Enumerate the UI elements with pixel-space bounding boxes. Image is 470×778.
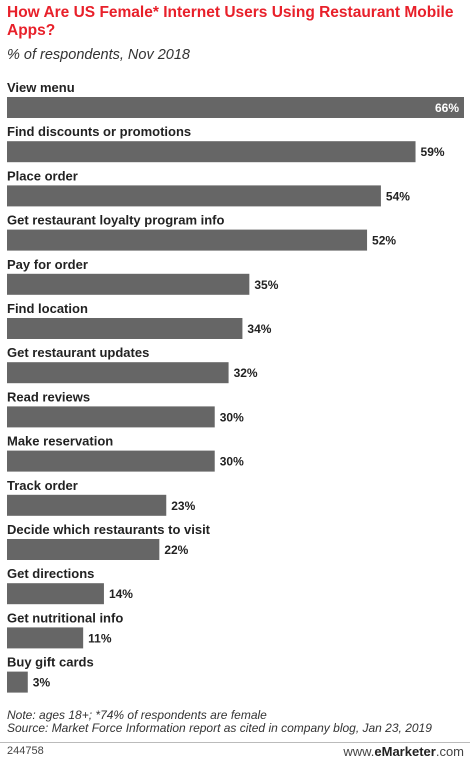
- chart-subtitle: % of respondents, Nov 2018: [7, 47, 190, 63]
- category-label: Pay for order: [7, 257, 88, 272]
- category-label: View menu: [7, 80, 75, 95]
- bar: [7, 406, 215, 428]
- value-label: 3%: [33, 676, 51, 690]
- bar: [7, 318, 243, 339]
- category-label: Make reservation: [7, 434, 113, 449]
- value-label: 22%: [164, 543, 188, 557]
- bar: [7, 141, 416, 163]
- category-label: Track order: [7, 478, 78, 493]
- bar: [7, 450, 215, 472]
- bar: [7, 362, 229, 384]
- brand-suffix: .com: [435, 744, 464, 759]
- bar: [7, 229, 368, 251]
- value-label: 59%: [421, 145, 445, 159]
- category-label: Get nutritional info: [7, 610, 123, 625]
- category-label: Place order: [7, 168, 78, 183]
- footer-divider: [0, 742, 470, 743]
- brand-link[interactable]: www.eMarketer.com: [343, 744, 464, 759]
- category-label: Decide which restaurants to visit: [7, 522, 211, 537]
- category-label: Get restaurant updates: [7, 345, 149, 360]
- footer: 244758 www.eMarketer.com: [0, 742, 470, 778]
- value-label: 66%: [435, 101, 459, 115]
- value-label: 52%: [372, 234, 396, 248]
- value-label: 32%: [234, 366, 258, 380]
- chart-title: How Are US Female* Internet Users Using …: [7, 4, 454, 39]
- value-label: 30%: [220, 410, 244, 424]
- bar: [7, 273, 250, 295]
- value-label: 54%: [386, 189, 410, 203]
- bar: [7, 97, 464, 118]
- value-label: 35%: [254, 278, 278, 292]
- category-label: Read reviews: [7, 389, 90, 404]
- category-label: Find discounts or promotions: [7, 124, 191, 139]
- category-label: Buy gift cards: [7, 655, 94, 670]
- value-label: 34%: [247, 322, 271, 336]
- bar: [7, 627, 84, 649]
- bar-chart: View menu 66% Find discounts or promotions…: [7, 80, 464, 693]
- category-label: Get directions: [7, 566, 94, 581]
- brand-name: eMarketer: [374, 744, 436, 759]
- brand-prefix: www.: [343, 744, 375, 759]
- bar: [7, 494, 167, 516]
- chart-id: 244758: [7, 745, 44, 757]
- note-line: Note: ages 18+; *74% of respondents are …: [7, 708, 267, 722]
- value-label: 30%: [220, 455, 244, 469]
- bar: [7, 539, 160, 560]
- bar: [7, 185, 381, 207]
- value-label: 11%: [88, 631, 112, 645]
- bar: [7, 583, 104, 605]
- category-label: Get restaurant loyalty program info: [7, 213, 224, 228]
- source-line: Source: Market Force Information report …: [7, 721, 432, 735]
- source-note: Note: ages 18+; *74% of respondents are …: [7, 709, 467, 735]
- value-label: 23%: [171, 499, 195, 513]
- bar: [7, 671, 28, 693]
- category-label: Find location: [7, 301, 88, 316]
- value-label: 14%: [109, 587, 133, 601]
